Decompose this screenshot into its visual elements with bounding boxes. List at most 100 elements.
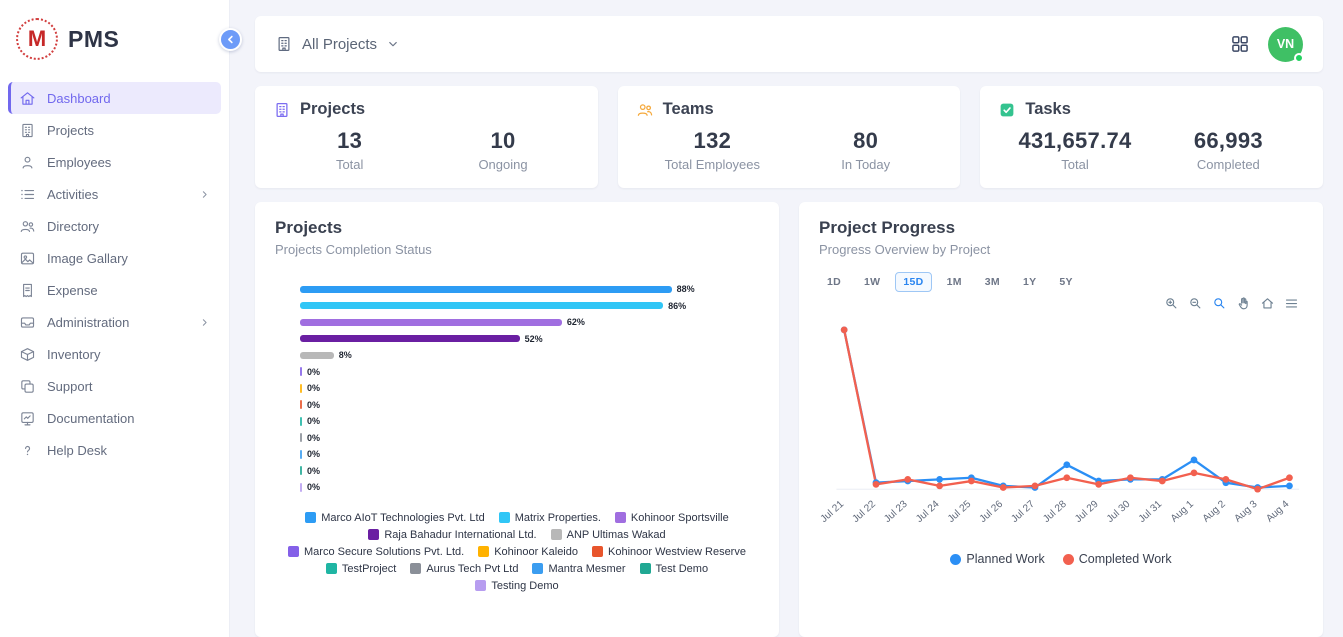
sidebar-item-label: Help Desk	[47, 442, 107, 458]
legend-item[interactable]: Aurus Tech Pvt Ltd	[410, 563, 518, 575]
legend-swatch	[532, 563, 544, 574]
sidebar-item-administration[interactable]: Administration	[8, 306, 221, 338]
sidebar-item-projects[interactable]: Projects	[8, 114, 221, 146]
sidebar-collapse-button[interactable]	[219, 28, 242, 51]
legend-item[interactable]: Kohinoor Sportsville	[614, 512, 729, 524]
series-legend-item[interactable]: Planned Work	[950, 552, 1045, 567]
main-content: All Projects VN Projects 13 Total 10 Ongoing…	[230, 0, 1343, 637]
legend-item[interactable]: Marco Secure Solutions Pvt. Ltd.	[288, 546, 464, 558]
range-button-1w[interactable]: 1W	[856, 272, 888, 292]
legend-label: Mantra Mesmer	[548, 562, 626, 575]
completion-bar	[300, 302, 664, 310]
image-icon	[19, 250, 36, 267]
zoom-in-icon[interactable]	[1164, 296, 1179, 311]
home-icon	[19, 90, 36, 107]
sidebar-item-label: Administration	[47, 314, 130, 330]
app-logo: M PMS	[0, 0, 229, 76]
sidebar-item-documentation[interactable]: Documentation	[8, 402, 221, 434]
bar-value-label: 0%	[307, 465, 321, 476]
sidebar-item-activities[interactable]: Activities	[8, 178, 221, 210]
legend-swatch	[288, 546, 300, 557]
series-label: Planned Work	[966, 552, 1045, 567]
legend-label: Testing Demo	[491, 579, 559, 592]
chart-toolbar	[819, 296, 1303, 311]
project-selector[interactable]: All Projects	[275, 35, 400, 53]
legend-item[interactable]: Marco AIoT Technologies Pvt. Ltd	[305, 512, 485, 524]
bar-value-label: 52%	[524, 333, 543, 344]
range-button-5y[interactable]: 5Y	[1051, 272, 1080, 292]
bar-row: 0%	[300, 364, 759, 381]
bar-row: 0%	[300, 479, 759, 496]
range-button-1m[interactable]: 1M	[939, 272, 970, 292]
completion-bar	[300, 285, 672, 293]
svg-text:Jul 26: Jul 26	[978, 498, 1006, 525]
sidebar-item-label: Documentation	[47, 410, 135, 426]
completion-bar	[300, 318, 562, 326]
bar-value-label: 88%	[676, 284, 695, 295]
menu-icon[interactable]	[1284, 296, 1299, 311]
stat-metric-value: 431,657.74	[1018, 128, 1132, 153]
stat-metric-label: Total Employees	[664, 157, 761, 172]
svg-text:Aug 3: Aug 3	[1233, 498, 1260, 524]
documentation-icon	[19, 410, 36, 427]
stat-metric-label: Ongoing	[478, 157, 528, 172]
sidebar-item-label: Inventory	[47, 346, 101, 362]
sidebar-item-directory[interactable]: Directory	[8, 210, 221, 242]
legend-swatch	[368, 529, 380, 540]
user-avatar[interactable]: VN	[1268, 26, 1304, 63]
legend-item[interactable]: TestProject	[325, 563, 396, 575]
bar-value-label: 0%	[307, 416, 321, 427]
progress-line-chart[interactable]: Jul 21 Jul 22 Jul 23 Jul 24 Jul 25 Jul 26 Jul …	[819, 313, 1303, 552]
legend-item[interactable]: Kohinoor Westview Reserve	[592, 546, 746, 558]
legend-item[interactable]: Raja Bahadur International Ltd.	[368, 529, 537, 541]
sidebar-item-expense[interactable]: Expense	[8, 274, 221, 306]
stats-row: Projects 13 Total 10 Ongoing Teams 132 Total Em…	[255, 86, 1324, 188]
project-selector-label: All Projects	[302, 35, 378, 53]
legend-item[interactable]: Test Demo	[639, 562, 709, 575]
bar-value-label: 0%	[307, 482, 321, 493]
legend-item[interactable]: Kohinoor Kaleido	[478, 546, 578, 558]
range-button-3m[interactable]: 3M	[977, 272, 1008, 292]
completion-bar	[300, 416, 302, 426]
zoom-out-icon[interactable]	[1188, 296, 1203, 311]
sidebar-item-support[interactable]: Support	[8, 370, 221, 402]
app-title: PMS	[68, 25, 120, 52]
apps-grid-icon[interactable]	[1230, 34, 1250, 54]
range-button-1d[interactable]: 1D	[819, 272, 849, 292]
line-chart-svg[interactable]: Jul 21 Jul 22 Jul 23 Jul 24 Jul 25 Jul 26 Jul …	[819, 313, 1303, 547]
reset-home-icon[interactable]	[1260, 296, 1275, 311]
legend-swatch	[475, 580, 487, 591]
legend-label: Kohinoor Kaleido	[494, 545, 578, 558]
pan-icon[interactable]	[1236, 296, 1251, 311]
legend-label: Test Demo	[655, 562, 709, 575]
range-button-15d[interactable]: 15D	[895, 272, 932, 292]
progress-legend: Planned Work Completed Work	[819, 552, 1303, 566]
sidebar-item-employees[interactable]: Employees	[8, 146, 221, 178]
stat-card-projects: Projects 13 Total 10 Ongoing	[255, 86, 598, 188]
svg-text:Jul 23: Jul 23	[882, 498, 910, 525]
sidebar-item-dashboard[interactable]: Dashboard	[8, 82, 221, 114]
series-legend-item[interactable]: Completed Work	[1062, 552, 1172, 566]
legend-swatch	[550, 529, 562, 540]
legend-swatch	[478, 546, 490, 557]
sidebar-item-inventory[interactable]: Inventory	[8, 338, 221, 370]
chevron-right-icon	[199, 189, 210, 200]
legend-item[interactable]: ANP Ultimas Wakad	[550, 529, 666, 541]
sidebar-item-label: Projects	[47, 122, 94, 138]
sidebar-item-image-gallary[interactable]: Image Gallary	[8, 242, 221, 274]
bar-row: 0%	[300, 397, 759, 414]
legend-item[interactable]: Mantra Mesmer	[532, 562, 626, 575]
legend-item[interactable]: Testing Demo	[475, 579, 559, 592]
avatar-initials: VN	[1276, 37, 1295, 51]
range-button-1y[interactable]: 1Y	[1015, 272, 1044, 292]
building-icon	[273, 101, 291, 119]
selection-zoom-icon[interactable]	[1212, 296, 1227, 311]
legend-swatch	[639, 563, 651, 574]
sidebar-item-help-desk[interactable]: Help Desk	[8, 434, 221, 466]
projects-completion-card: Projects Projects Completion Status 88% 8…	[255, 202, 779, 637]
completion-bar-chart[interactable]: 88% 86% 62% 52% 8% 0% 0% 0% 0% 0% 0% 0% 0%	[300, 281, 759, 496]
legend-swatch	[614, 512, 626, 523]
progress-panel-title: Project Progress	[819, 218, 956, 237]
legend-item[interactable]: Matrix Properties.	[498, 512, 601, 524]
stat-card-teams: Teams 132 Total Employees 80 In Today	[617, 86, 961, 188]
